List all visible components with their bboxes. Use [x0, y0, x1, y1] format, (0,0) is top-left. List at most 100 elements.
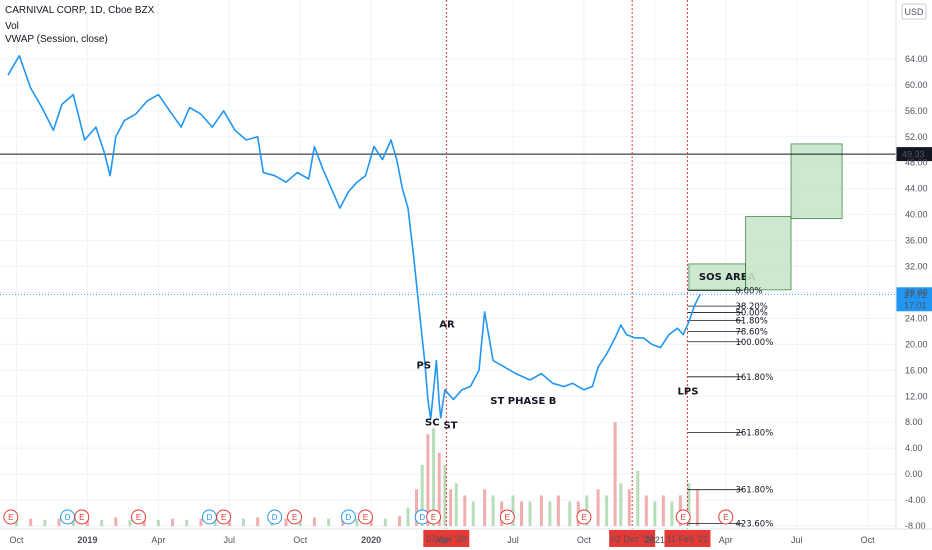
- earnings-marker[interactable]: [131, 509, 147, 525]
- volume-bar: [128, 519, 132, 526]
- wyckoff-label: AR: [439, 320, 455, 331]
- y-tick-label: 4.00: [905, 443, 923, 453]
- fib-level-label: 423.60%: [735, 519, 773, 529]
- volume-bar: [483, 489, 487, 526]
- x-tick-label: Apr: [151, 535, 165, 545]
- volume-bar: [57, 518, 61, 526]
- x-tick-label: Jul: [224, 535, 236, 545]
- wyckoff-label: PS: [417, 360, 432, 371]
- x-tick-label: Apr: [435, 535, 449, 545]
- dividend-marker[interactable]: [340, 509, 356, 525]
- event-date-label: 11 Feb '21: [667, 534, 709, 544]
- earnings-marker[interactable]: [499, 509, 515, 525]
- event-date-badge: [664, 530, 711, 547]
- volume-bar: [185, 519, 189, 526]
- fib-level-label: 261.80%: [735, 429, 773, 439]
- sos-box[interactable]: [688, 263, 747, 291]
- volume-bar: [605, 495, 609, 526]
- volume-bar: [241, 518, 245, 526]
- marker-letter: E: [136, 513, 141, 522]
- vwap-indicator-label[interactable]: VWAP (Session, close): [5, 34, 108, 45]
- volume-bar: [432, 428, 436, 526]
- earnings-marker[interactable]: [426, 509, 442, 525]
- fib-level-label: 161.80%: [735, 373, 773, 383]
- marker-letter: E: [79, 513, 84, 522]
- x-tick-label: Oct: [861, 535, 876, 545]
- volume-bar: [528, 501, 532, 526]
- volume-bar: [369, 518, 373, 526]
- last-price-badge: [896, 287, 932, 312]
- wyckoff-label: ST PHASE B: [490, 396, 556, 407]
- earnings-marker[interactable]: [74, 509, 90, 525]
- marker-letter: E: [363, 513, 368, 522]
- x-tick-label: Oct: [577, 535, 592, 545]
- volume-bar: [548, 501, 552, 526]
- sos-boxes[interactable]: SOS AREA: [688, 143, 843, 291]
- level-price-badge: [896, 147, 932, 162]
- time-axis[interactable]: Oct 2019 Apr Jul Oct 2020 Apr Jul Oct 2021 Apr Jul O…: [10, 535, 876, 545]
- grid: [0, 0, 896, 529]
- marker-letter: D: [272, 513, 278, 522]
- fibonacci-extension[interactable]: 0.00% 38.20%50.00%61.80%78.60%100.00% 161.…: [687, 287, 773, 530]
- event-date-label: 07 Apr '20: [426, 534, 466, 544]
- fib-level-label: 38.20%: [735, 302, 767, 312]
- event-date-label: 02 Dec '20: [611, 534, 654, 544]
- fib-level-label: 78.60%: [735, 327, 767, 337]
- volume-bar: [71, 519, 75, 526]
- volume-bar: [415, 489, 419, 526]
- volume-bar: [298, 519, 302, 526]
- volume-bar: [463, 495, 467, 526]
- marker-letter: E: [8, 513, 13, 522]
- event-lines[interactable]: 07 Apr '20 02 Dec '20 11 Feb '21: [423, 0, 711, 547]
- volume-bar: [213, 519, 217, 526]
- marker-letter: D: [419, 513, 425, 522]
- marker-letter: E: [221, 513, 226, 522]
- event-date-badge: [423, 530, 470, 547]
- volume-bar: [114, 517, 118, 526]
- volume-bar: [383, 518, 387, 526]
- y-tick-label: -4.00: [905, 495, 926, 505]
- volume-bar: [520, 501, 524, 526]
- fib-level-label: 50.00%: [735, 309, 767, 319]
- volume-bar: [687, 483, 691, 526]
- wyckoff-label: LPS: [678, 386, 699, 397]
- price-axis[interactable]: 64.00 60.00 56.00 52.00 48.00 44.00 40.00 36.00…: [895, 0, 928, 531]
- earnings-marker[interactable]: [675, 509, 691, 525]
- volume-bar: [449, 489, 453, 526]
- fib-level-label: 61.80%: [735, 316, 767, 326]
- x-tick-label: Oct: [10, 535, 25, 545]
- currency-button[interactable]: USD: [901, 3, 927, 20]
- fib-level-label: 100.00%: [735, 338, 773, 348]
- volume-bar: [556, 495, 560, 526]
- volume-bar: [85, 518, 89, 526]
- earnings-marker[interactable]: [216, 509, 232, 525]
- volume-bar: [284, 518, 288, 526]
- y-tick-label: 32.00: [905, 262, 928, 272]
- marker-letter: D: [207, 513, 213, 522]
- volume-bar: [426, 434, 430, 526]
- volume-bar: [100, 519, 104, 526]
- earnings-marker[interactable]: [357, 509, 373, 525]
- price-line: [7, 54, 701, 420]
- earnings-marker[interactable]: [287, 509, 303, 525]
- x-tick-label: 2020: [361, 535, 381, 545]
- volume-bar: [661, 495, 665, 526]
- sos-box[interactable]: [790, 143, 843, 219]
- y-tick-label: 28.00: [905, 287, 928, 297]
- marker-letter: E: [681, 513, 686, 522]
- volume-bar: [627, 489, 631, 526]
- volume-bar: [420, 464, 424, 526]
- volume-indicator-label[interactable]: Vol: [5, 21, 19, 32]
- volume-bar: [644, 495, 648, 526]
- earnings-marker[interactable]: [3, 509, 19, 525]
- volume-bar: [142, 518, 146, 526]
- volume-bar: [613, 422, 617, 526]
- earnings-marker[interactable]: [576, 509, 592, 525]
- dividend-marker[interactable]: [267, 509, 283, 525]
- sos-box[interactable]: [745, 216, 792, 291]
- earnings-marker[interactable]: [718, 509, 734, 525]
